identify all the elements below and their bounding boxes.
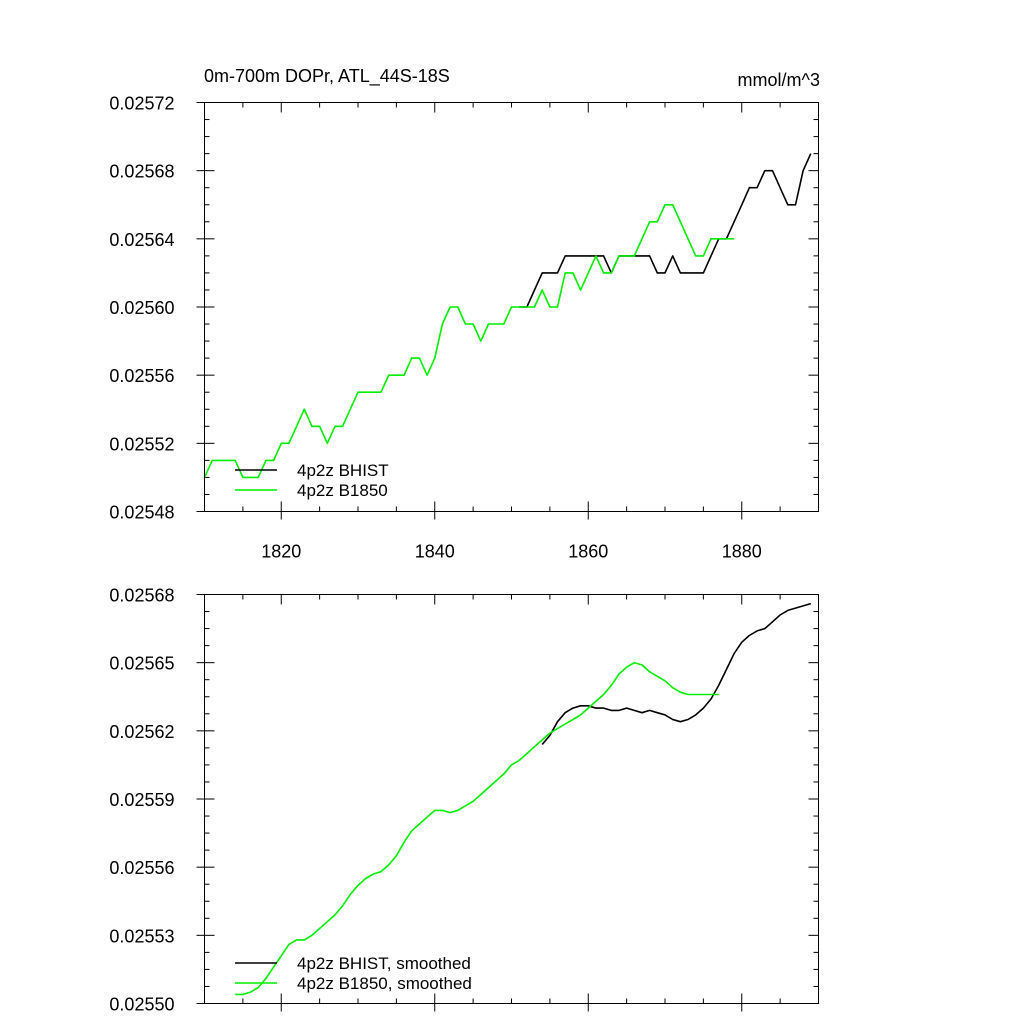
bottom-panel: 0.02550 0.02553 0.02556 0.02559 0.02562 0.025… <box>109 586 819 1015</box>
y-tick-label: 0.02552 <box>109 434 174 454</box>
y-tick-label: 0.02553 <box>109 926 174 946</box>
series-line-1 <box>203 204 735 479</box>
legend-label-b1850-smoothed: 4p2z B1850, smoothed <box>297 974 472 993</box>
y-tick-label: 0.02559 <box>109 790 174 810</box>
x-tick-label: 1840 <box>415 542 455 562</box>
top-panel-title: 0m-700m DOPr, ATL_44S-18S <box>204 66 450 87</box>
y-tick-label: 0.02568 <box>109 586 174 606</box>
y-tick-label: 0.02565 <box>109 654 174 674</box>
y-tick-label: 0.02564 <box>109 230 174 250</box>
top-panel: 0m-700m DOPr, ATL_44S-18S mmol/m^3 0.025… <box>109 66 820 562</box>
x-tick-label: 1880 <box>722 542 762 562</box>
series-line-1 <box>235 661 719 996</box>
legend-label-bhist-smoothed: 4p2z BHIST, smoothed <box>297 954 471 973</box>
y-tick-label: 0.02556 <box>109 858 174 878</box>
series-line-0 <box>519 153 812 308</box>
top-panel-frame <box>204 102 819 512</box>
y-tick-label: 0.02560 <box>109 298 174 318</box>
top-panel-units: mmol/m^3 <box>738 70 820 90</box>
x-tick-label: 1860 <box>568 542 608 562</box>
bottom-panel-frame <box>204 594 819 1004</box>
y-tick-label: 0.02572 <box>109 94 174 114</box>
bottom-panel-legend: 4p2z BHIST, smoothed 4p2z B1850, smoothe… <box>235 954 472 993</box>
series-line-0 <box>541 602 812 746</box>
y-tick-label: 0.02548 <box>109 503 174 523</box>
y-tick-label: 0.02556 <box>109 366 174 386</box>
legend-label-b1850: 4p2z B1850 <box>297 481 388 500</box>
y-tick-label: 0.02562 <box>109 722 174 742</box>
y-tick-label: 0.02568 <box>109 162 174 182</box>
x-tick-label: 1820 <box>261 542 301 562</box>
top-panel-legend: 4p2z BHIST 4p2z B1850 <box>235 461 389 500</box>
y-tick-label: 0.02550 <box>109 995 174 1015</box>
legend-label-bhist: 4p2z BHIST <box>297 461 389 480</box>
